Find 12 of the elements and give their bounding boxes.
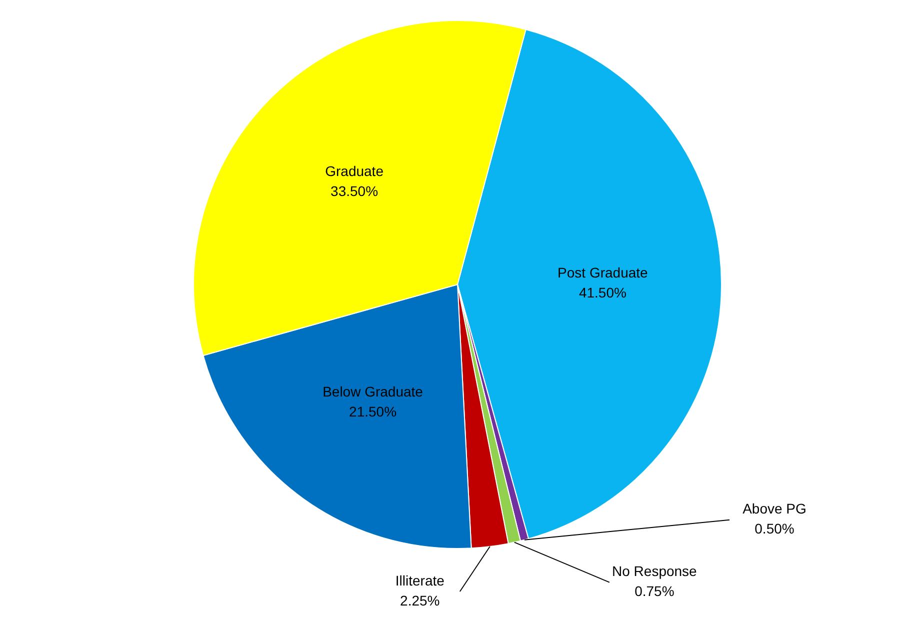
data-label: 0.50% (754, 520, 794, 537)
slice-label: Post Graduate (558, 264, 648, 281)
slice-label: Above PG (742, 500, 806, 517)
data-label: 33.50% (330, 183, 378, 200)
slice-label: Graduate (325, 163, 384, 180)
data-label: 41.50% (578, 284, 626, 301)
data-label: 21.50% (349, 403, 397, 420)
slice-label: Illiterate (395, 572, 445, 588)
data-label: 2.25% (400, 592, 440, 608)
data-label: 0.75% (634, 583, 674, 600)
slice-label: Below Graduate (322, 383, 424, 400)
slice-label: No Response (612, 563, 698, 580)
